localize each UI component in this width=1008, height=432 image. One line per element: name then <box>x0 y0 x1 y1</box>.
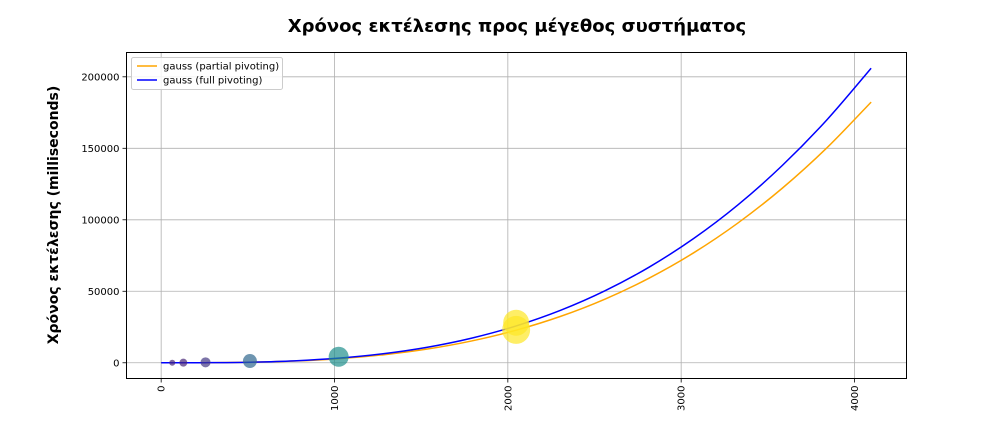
scatter-point-1 <box>179 358 188 367</box>
scatter-point-2 <box>200 357 211 368</box>
scatter-point-4 <box>328 346 349 367</box>
y-tick-label-2: 100000 <box>81 215 119 226</box>
y-axis-label: Χρόνος εκτέλεσης (milliseconds) <box>46 86 62 345</box>
legend-label-partial: gauss (partial pivoting) <box>163 62 279 73</box>
legend: gauss (partial pivoting) gauss (full piv… <box>131 57 283 90</box>
plot-content <box>161 67 872 369</box>
x-tick-label-1: 1000 <box>330 386 341 411</box>
x-tick-label-0: 0 <box>157 386 168 392</box>
y-tick-label-4: 200000 <box>81 72 119 83</box>
x-tick-label-3: 3000 <box>677 386 688 411</box>
chart-title: Χρόνος εκτέλεσης προς μέγεθος συστήματος <box>288 16 746 37</box>
plot-frame <box>126 52 907 379</box>
scatter-point-0 <box>169 359 176 366</box>
x-tick-label-4: 4000 <box>850 386 861 411</box>
legend-label-full: gauss (full pivoting) <box>163 76 262 87</box>
axes-ticks: 0 1000 2000 3000 4000 0 50000 100000 150000 20000… <box>81 72 861 411</box>
y-tick-label-0: 0 <box>113 358 119 369</box>
x-tick-label-2: 2000 <box>503 386 514 411</box>
legend-box <box>131 57 283 90</box>
y-tick-label-1: 50000 <box>88 287 120 298</box>
scatter-point-3 <box>242 354 257 369</box>
scatter-point-6 <box>503 309 530 336</box>
y-tick-label-3: 150000 <box>81 144 119 155</box>
